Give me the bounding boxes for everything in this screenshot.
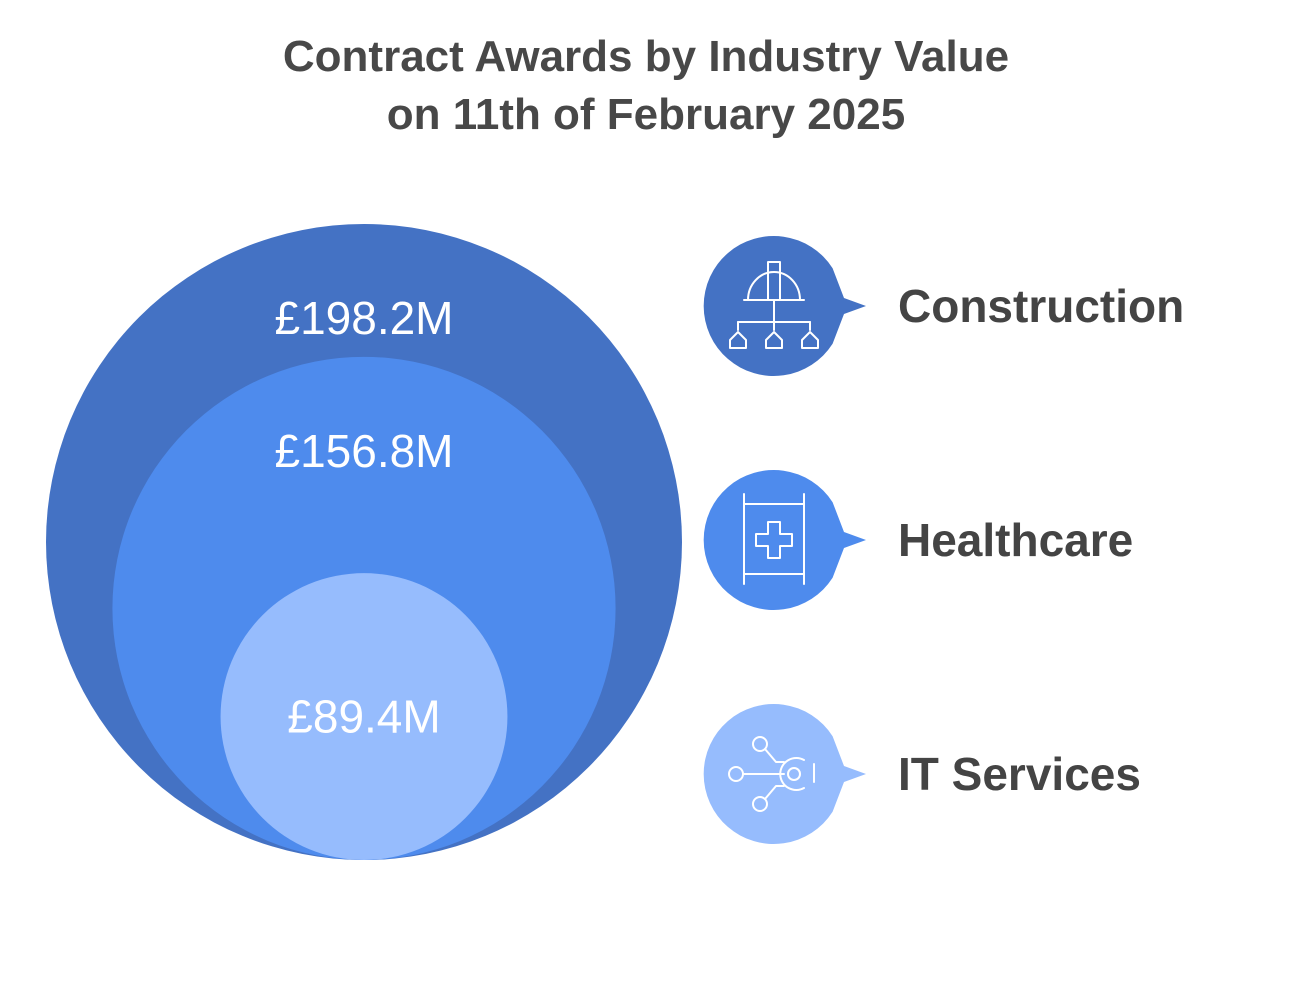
legend-badge-healthcare	[703, 470, 866, 610]
chart-title-line-1: Contract Awards by Industry Value	[282, 32, 1010, 81]
legend-label-healthcare: Healthcare	[898, 514, 1133, 566]
value-label-it-services: £89.4M	[287, 691, 440, 743]
legend-item-it-services: IT Services	[703, 704, 1141, 844]
legend-label-it-services: IT Services	[898, 748, 1141, 800]
legend-item-healthcare: Healthcare	[703, 470, 1133, 610]
value-label-healthcare: £156.8M	[274, 425, 453, 477]
construction-hierarchy-icon	[729, 261, 819, 349]
legend-item-construction: Construction	[703, 236, 1184, 376]
value-label-construction: £198.2M	[274, 292, 453, 344]
bubble-it-services	[220, 573, 508, 860]
network-nodes-icon	[728, 736, 815, 812]
legend-badge-construction	[703, 236, 866, 376]
legend-label-construction: Construction	[898, 280, 1184, 332]
chart-title-line-2: on 11th of February 2025	[386, 90, 906, 139]
chart-title: Contract Awards by Industry Value on 11t…	[0, 28, 1292, 144]
medical-cross-panel-icon	[743, 493, 805, 585]
